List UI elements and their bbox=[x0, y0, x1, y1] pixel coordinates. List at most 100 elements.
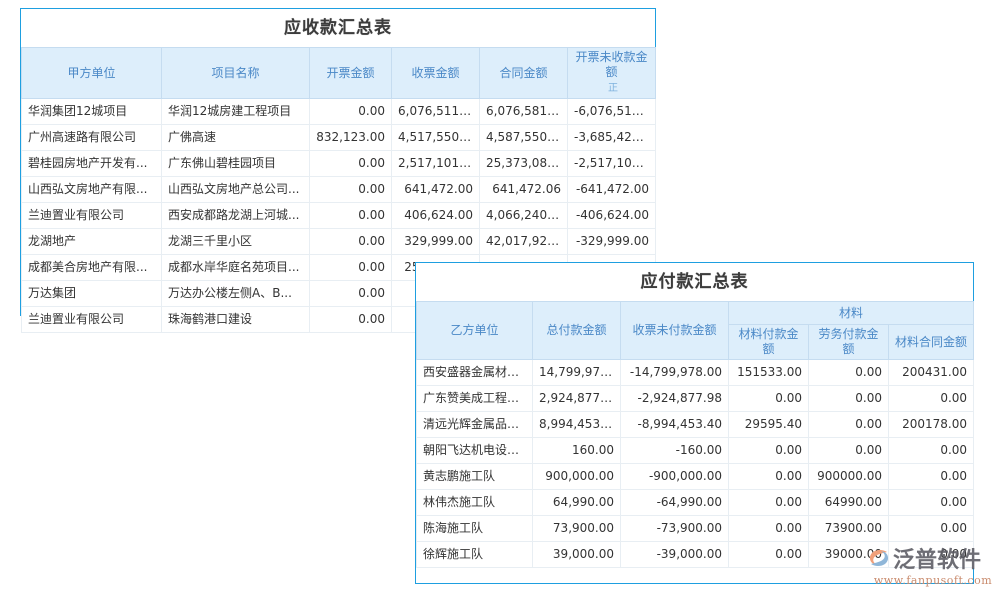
cell-project-name: 珠海鹤港口建设 bbox=[161, 306, 310, 333]
cell-total-payment-amount: 14,799,978.00 bbox=[532, 359, 621, 386]
table-row[interactable]: 朝阳飞达机电设备有 160.00 -160.00 0.00 0.00 0.00 bbox=[416, 437, 975, 464]
cell-invoice-unpaid-amount: -160.00 bbox=[620, 437, 729, 464]
table-row[interactable]: 陈海施工队 73,900.00 -73,900.00 0.00 73900.00 0.00 bbox=[416, 515, 975, 542]
cell-party-b[interactable]: 朝阳飞达机电设备有 bbox=[416, 437, 533, 464]
cell-invoiced-unreceived-amount: -406,624.00 bbox=[567, 202, 656, 229]
column-header-party-a[interactable]: 甲方单位 bbox=[21, 47, 162, 99]
cell-invoice-unpaid-amount: -39,000.00 bbox=[620, 541, 729, 568]
cell-invoice-unpaid-amount: -900,000.00 bbox=[620, 463, 729, 490]
cell-invoiced-amount: 0.00 bbox=[309, 176, 392, 203]
payable-report-panel: 应付款汇总表 乙方单位 总付款金额 收票未付款金额 材料 材料付款金额 劳务付款… bbox=[415, 262, 975, 584]
cell-invoiced-unreceived-amount: -641,472.00 bbox=[567, 176, 656, 203]
column-header-labor-payment-amount-label: 劳务付款金额 bbox=[818, 327, 879, 356]
column-header-party-b[interactable]: 乙方单位 bbox=[416, 301, 533, 360]
payable-table: 乙方单位 总付款金额 收票未付款金额 材料 材料付款金额 劳务付款金额 材料合同… bbox=[416, 301, 975, 568]
cell-party-b[interactable]: 陈海施工队 bbox=[416, 515, 533, 542]
cell-material-payment-amount: 0.00 bbox=[728, 541, 809, 568]
cell-party-b[interactable]: 徐辉施工队 bbox=[416, 541, 533, 568]
cell-party-a: 兰迪置业有限公司 bbox=[21, 202, 162, 229]
receivable-header-row: 甲方单位 项目名称 开票金额 收票金额 合同金额 开票未收款金额正 bbox=[21, 47, 656, 99]
column-header-material-contract-amount-label: 材料合同金额 bbox=[895, 334, 968, 349]
table-row[interactable]: 兰迪置业有限公司 西安成都路龙湖上河城... 0.00 406,624.00 4,066… bbox=[21, 202, 656, 229]
column-header-labor-payment-amount[interactable]: 劳务付款金额 bbox=[808, 324, 889, 360]
cell-party-a: 山西弘文房地产有限... bbox=[21, 176, 162, 203]
cell-material-payment-amount: 0.00 bbox=[728, 489, 809, 516]
cell-total-payment-amount: 8,994,453.40 bbox=[532, 411, 621, 438]
table-row[interactable]: 华润集团12城项目 华润12城房建工程项目 0.00 6,076,511.00 6,07… bbox=[21, 98, 656, 125]
cell-party-b[interactable]: 广东赞美成工程有限 bbox=[416, 385, 533, 412]
column-header-invoiced-amount[interactable]: 开票金额 bbox=[309, 47, 392, 99]
column-header-invoice-unpaid-amount[interactable]: 收票未付款金额 bbox=[620, 301, 729, 360]
cell-total-payment-amount: 900,000.00 bbox=[532, 463, 621, 490]
cell-invoiced-amount: 0.00 bbox=[309, 306, 392, 333]
table-row[interactable]: 黄志鹏施工队 900,000.00 -900,000.00 0.00 900000.00… bbox=[416, 463, 975, 490]
cell-material-contract-amount: 0.00 bbox=[887, 385, 975, 412]
cell-invoiced-amount: 0.00 bbox=[309, 202, 392, 229]
table-row[interactable]: 清远光辉金属品有限 8,994,453.40 -8,994,453.40 29595.… bbox=[416, 411, 975, 438]
cell-party-b[interactable]: 西安盛器金属材料有 bbox=[416, 359, 533, 386]
table-row[interactable]: 龙湖地产 龙湖三千里小区 0.00 329,999.00 42,017,925.00 -3… bbox=[21, 228, 656, 255]
table-row[interactable]: 徐辉施工队 39,000.00 -39,000.00 0.00 39000.00 0.00 bbox=[416, 541, 975, 568]
cell-party-a: 龙湖地产 bbox=[21, 228, 162, 255]
column-header-contract-amount-label: 合同金额 bbox=[499, 65, 548, 80]
cell-invoiced-unreceived-amount: -2,517,101.00 bbox=[567, 150, 656, 177]
cell-invoiced-amount: 0.00 bbox=[309, 254, 392, 281]
column-header-contract-amount[interactable]: 合同金额 bbox=[479, 47, 568, 99]
receivable-table-body: 华润集团12城项目 华润12城房建工程项目 0.00 6,076,511.00 6,07… bbox=[21, 98, 656, 333]
table-row[interactable]: 广东赞美成工程有限 2,924,877.98 -2,924,877.98 0.00 0.… bbox=[416, 385, 975, 412]
cell-contract-amount: 4,066,240.00 bbox=[479, 202, 568, 229]
column-header-material-payment-amount-label: 材料付款金额 bbox=[738, 327, 799, 356]
table-row[interactable]: 山西弘文房地产有限... 山西弘文房地产总公司... 0.00 641,472.00 6… bbox=[21, 176, 656, 203]
column-header-invoiced-amount-label: 开票金额 bbox=[326, 65, 375, 80]
cell-material-payment-amount: 0.00 bbox=[728, 437, 809, 464]
table-row[interactable]: 广州高速路有限公司 广佛高速 832,123.00 4,517,550.00 4,587… bbox=[21, 124, 656, 151]
cell-contract-amount: 42,017,925.00 bbox=[479, 228, 568, 255]
cell-labor-payment-amount: 0.00 bbox=[808, 359, 889, 386]
column-header-invoiced-unreceived-amount-label: 开票未收款金额 bbox=[575, 50, 648, 79]
table-row[interactable]: 林伟杰施工队 64,990.00 -64,990.00 0.00 64990.00 0.0… bbox=[416, 489, 975, 516]
cell-invoiced-unreceived-amount: -3,685,427.00 bbox=[567, 124, 656, 151]
cell-project-name: 山西弘文房地产总公司... bbox=[161, 176, 310, 203]
cell-material-payment-amount: 0.00 bbox=[728, 385, 809, 412]
cell-invoice-unpaid-amount: -14,799,978.00 bbox=[620, 359, 729, 386]
cell-labor-payment-amount: 0.00 bbox=[808, 437, 889, 464]
cell-invoiced-amount: 0.00 bbox=[309, 98, 392, 125]
column-header-total-payment-amount-label: 总付款金额 bbox=[546, 323, 607, 337]
cell-labor-payment-amount: 0.00 bbox=[808, 385, 889, 412]
payable-group-header-row: 乙方单位 总付款金额 收票未付款金额 材料 bbox=[416, 301, 975, 360]
cell-received-invoice-amount: 641,472.00 bbox=[391, 176, 480, 203]
payable-table-body: 西安盛器金属材料有 14,799,978.00 -14,799,978.00 1515… bbox=[416, 359, 975, 568]
column-header-material-contract-amount[interactable]: 材料合同金额 bbox=[887, 324, 975, 360]
cell-party-a: 华润集团12城项目 bbox=[21, 98, 162, 125]
cell-total-payment-amount: 39,000.00 bbox=[532, 541, 621, 568]
sort-indicator-icon[interactable]: 正 bbox=[608, 83, 618, 94]
column-header-received-invoice-amount[interactable]: 收票金额 bbox=[391, 47, 480, 99]
column-header-project-name[interactable]: 项目名称 bbox=[161, 47, 310, 99]
cell-party-b[interactable]: 清远光辉金属品有限 bbox=[416, 411, 533, 438]
payable-report-title: 应付款汇总表 bbox=[416, 263, 973, 301]
cell-material-contract-amount: 0.00 bbox=[887, 437, 975, 464]
cell-project-name: 万达办公楼左侧A、B... bbox=[161, 280, 310, 307]
cell-project-name: 西安成都路龙湖上河城... bbox=[161, 202, 310, 229]
cell-party-b[interactable]: 黄志鹏施工队 bbox=[416, 463, 533, 490]
table-row[interactable]: 碧桂园房地产开发有... 广东佛山碧桂园项目 0.00 2,517,101.00 25,… bbox=[21, 150, 656, 177]
column-header-total-payment-amount[interactable]: 总付款金额 bbox=[532, 301, 621, 360]
cell-received-invoice-amount: 2,517,101.00 bbox=[391, 150, 480, 177]
cell-material-payment-amount: 0.00 bbox=[728, 463, 809, 490]
cell-labor-payment-amount: 39000.00 bbox=[808, 541, 889, 568]
cell-invoiced-amount: 832,123.00 bbox=[309, 124, 392, 151]
column-header-invoice-unpaid-amount-label: 收票未付款金额 bbox=[632, 323, 717, 337]
cell-invoiced-unreceived-amount: -6,076,511.00 bbox=[567, 98, 656, 125]
cell-contract-amount: 641,472.06 bbox=[479, 176, 568, 203]
cell-invoice-unpaid-amount: -2,924,877.98 bbox=[620, 385, 729, 412]
column-header-material-payment-amount[interactable]: 材料付款金额 bbox=[728, 324, 809, 360]
cell-project-name: 广佛高速 bbox=[161, 124, 310, 151]
receivable-table: 甲方单位 项目名称 开票金额 收票金额 合同金额 开票未收款金额正 华润集团12… bbox=[21, 47, 656, 333]
cell-material-payment-amount: 29595.40 bbox=[728, 411, 809, 438]
cell-received-invoice-amount: 406,624.00 bbox=[391, 202, 480, 229]
table-row[interactable]: 西安盛器金属材料有 14,799,978.00 -14,799,978.00 1515… bbox=[416, 359, 975, 386]
column-header-received-invoice-amount-label: 收票金额 bbox=[411, 65, 460, 80]
cell-labor-payment-amount: 0.00 bbox=[808, 411, 889, 438]
cell-party-b[interactable]: 林伟杰施工队 bbox=[416, 489, 533, 516]
column-header-invoiced-unreceived-amount[interactable]: 开票未收款金额正 bbox=[567, 47, 656, 99]
